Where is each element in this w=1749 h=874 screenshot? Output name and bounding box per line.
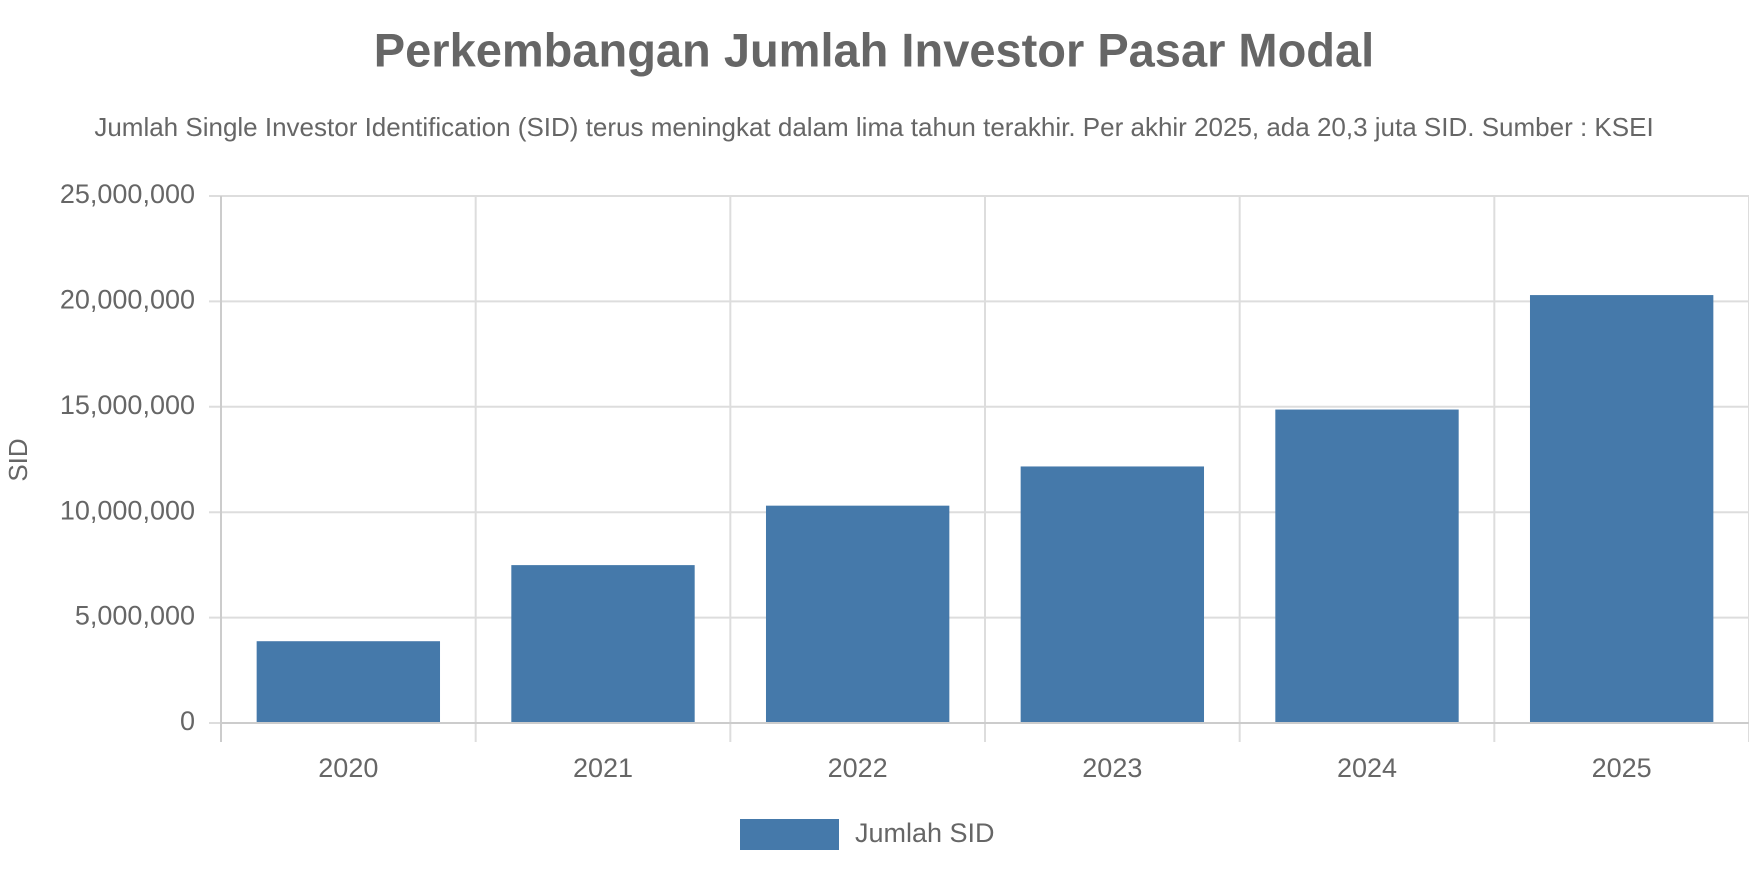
y-tick-label: 10,000,000 — [60, 495, 195, 525]
x-tick-label: 2024 — [1337, 753, 1397, 783]
x-tick-label: 2025 — [1592, 753, 1652, 783]
bar — [1020, 466, 1205, 723]
bar — [765, 505, 950, 723]
chart-title: Perkembangan Jumlah Investor Pasar Modal — [374, 23, 1374, 76]
y-tick-label: 25,000,000 — [60, 179, 195, 209]
bar — [511, 565, 695, 723]
chart-subtitle: Jumlah Single Investor Identification (S… — [94, 112, 1653, 142]
y-tick-label: 20,000,000 — [60, 285, 195, 315]
x-tick-label: 2020 — [318, 753, 378, 783]
bar — [256, 641, 441, 723]
x-tick-label: 2023 — [1082, 753, 1142, 783]
x-tick-label: 2022 — [828, 753, 888, 783]
y-tick-label: 5,000,000 — [75, 601, 195, 631]
bar — [1275, 409, 1459, 723]
y-tick-label: 15,000,000 — [60, 390, 195, 420]
bar — [1529, 295, 1714, 723]
y-axis-label: SID — [3, 438, 33, 481]
legend-swatch — [740, 819, 839, 850]
x-tick-label: 2021 — [573, 753, 633, 783]
legend-label: Jumlah SID — [855, 818, 995, 848]
y-tick-label: 0 — [180, 706, 195, 736]
